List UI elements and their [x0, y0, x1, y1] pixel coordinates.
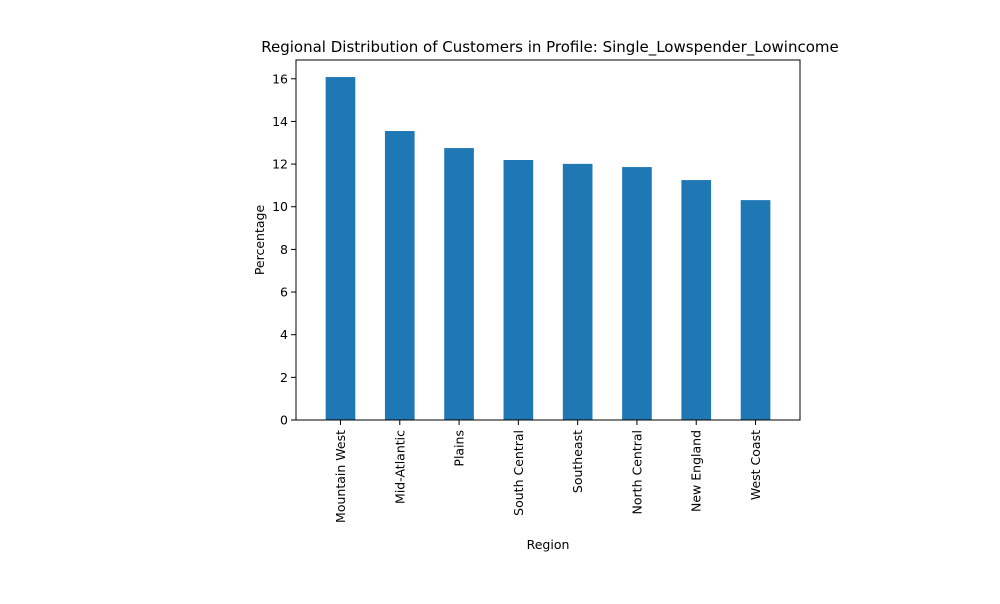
bars-group	[325, 77, 771, 421]
x-tick-label: Southeast	[570, 430, 585, 493]
y-axis-ticks: 0 2 4 6 8 10 12 14 16	[272, 71, 296, 428]
x-axis-label: Region	[527, 537, 570, 552]
bar-west-coast	[740, 200, 771, 420]
y-tick-label: 2	[280, 370, 288, 385]
plot-frame	[295, 59, 801, 421]
x-tick-label: Mid-Atlantic	[392, 430, 407, 504]
x-tick-label: Plains	[452, 430, 467, 467]
x-tick-label: South Central	[511, 430, 526, 516]
y-tick-label: 4	[280, 327, 288, 342]
x-tick-label: West Coast	[748, 430, 763, 500]
y-tick-label: 12	[272, 157, 288, 172]
x-tick-label: Mountain West	[333, 430, 348, 523]
y-tick-label: 16	[272, 71, 288, 86]
y-axis-label: Percentage	[252, 205, 267, 276]
bar-mountain-west	[325, 77, 356, 420]
y-tick-label: 14	[272, 114, 288, 129]
bar-southeast	[562, 163, 593, 421]
bar-mid-atlantic	[384, 131, 415, 420]
bar-new-england	[681, 180, 712, 420]
y-tick-label: 6	[280, 285, 288, 300]
x-tick-label: New England	[689, 430, 704, 512]
bar-north-central	[622, 167, 652, 420]
y-tick-label: 0	[280, 413, 288, 428]
x-tick-label: North Central	[629, 430, 644, 514]
bar-south-central	[503, 160, 534, 420]
y-tick-label: 8	[280, 242, 288, 257]
y-tick-label: 10	[272, 199, 288, 214]
chart-title: Regional Distribution of Customers in Pr…	[261, 38, 838, 57]
bar-plains	[444, 148, 474, 420]
x-axis-ticks: Mountain West Mid-Atlantic Plains South Cen…	[333, 420, 763, 523]
